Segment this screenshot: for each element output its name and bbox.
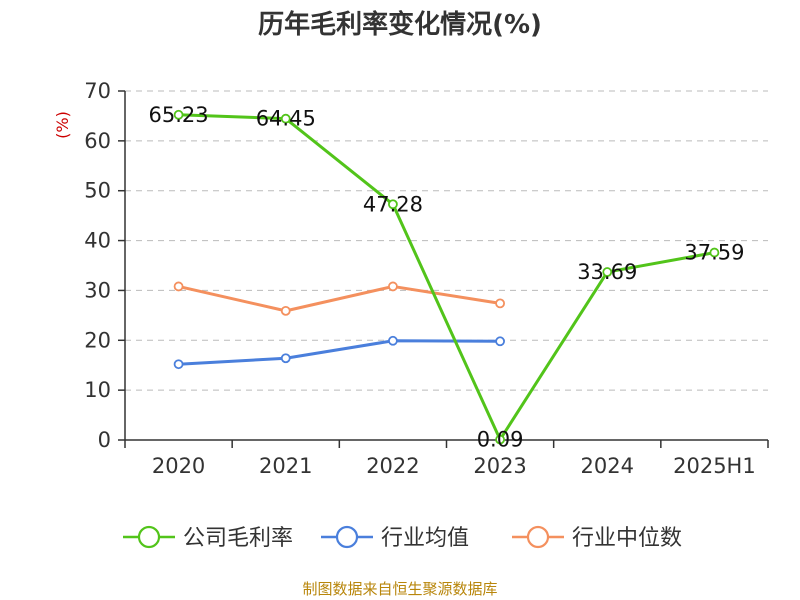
data-label: 33.69 <box>577 260 637 284</box>
legend[interactable]: 公司毛利率 行业均值 行业中位数 <box>123 525 682 551</box>
x-tick-label: 2023 <box>473 454 526 478</box>
x-tick-label: 2020 <box>152 454 205 478</box>
y-tick-label: 40 <box>84 229 111 253</box>
legend-item[interactable]: 行业均值 <box>321 525 469 551</box>
legend-item[interactable]: 公司毛利率 <box>123 525 293 551</box>
y-tick-label: 30 <box>84 278 111 302</box>
chart-title: 历年毛利率变化情况(%) <box>258 9 542 40</box>
data-point[interactable] <box>495 336 505 347</box>
data-label: 47.28 <box>363 192 423 216</box>
y-axis-label: (%) <box>53 111 72 139</box>
legend-marker <box>137 525 161 549</box>
y-tick-label: 0 <box>98 428 111 452</box>
data-point[interactable] <box>388 335 398 346</box>
data-point[interactable] <box>173 109 184 120</box>
data-label: 64.45 <box>256 107 316 131</box>
data-point[interactable] <box>495 434 505 445</box>
series-layer <box>173 109 720 445</box>
y-tick-label: 20 <box>84 328 111 352</box>
data-point[interactable] <box>388 199 398 210</box>
y-tick-label: 60 <box>84 129 111 153</box>
x-tick-label: 2024 <box>581 454 634 478</box>
data-point[interactable] <box>495 298 505 309</box>
data-label: 65.23 <box>149 103 209 127</box>
legend-item[interactable]: 行业中位数 <box>512 525 682 551</box>
data-point[interactable] <box>280 113 291 124</box>
y-tick-label: 50 <box>84 179 111 203</box>
data-point[interactable] <box>173 359 184 370</box>
legend-label: 公司毛利率 <box>183 526 293 551</box>
data-label: 0.09 <box>477 428 524 452</box>
series-line <box>178 284 501 313</box>
series-line <box>178 113 715 442</box>
data-point[interactable] <box>173 281 184 292</box>
data-point[interactable] <box>709 247 720 258</box>
x-tick-labels: 2020 2021 2022 2023 2024 2025H1 <box>152 454 756 478</box>
data-labels: 65.23 64.45 47.28 0.09 33.69 37.59 <box>149 103 745 452</box>
y-tick-labels: 0 10 20 30 40 50 60 70 <box>84 79 111 452</box>
x-tick-label: 2022 <box>366 454 419 478</box>
x-tick-label: 2021 <box>259 454 312 478</box>
y-tick-label: 10 <box>84 378 111 402</box>
axes <box>118 90 769 448</box>
legend-label: 行业中位数 <box>572 526 682 551</box>
data-point[interactable] <box>280 353 291 364</box>
data-point[interactable] <box>602 267 613 277</box>
legend-label: 行业均值 <box>381 526 469 551</box>
y-tick-label: 70 <box>84 79 111 103</box>
grid <box>125 90 768 391</box>
data-point[interactable] <box>280 305 291 316</box>
x-tick-label: 2025H1 <box>673 454 756 478</box>
data-point[interactable] <box>388 281 398 292</box>
data-label: 37.59 <box>684 241 744 265</box>
legend-marker <box>526 525 550 549</box>
source-note: 制图数据来自恒生聚源数据库 <box>302 580 497 598</box>
series-line <box>178 339 501 366</box>
legend-marker <box>335 525 359 549</box>
